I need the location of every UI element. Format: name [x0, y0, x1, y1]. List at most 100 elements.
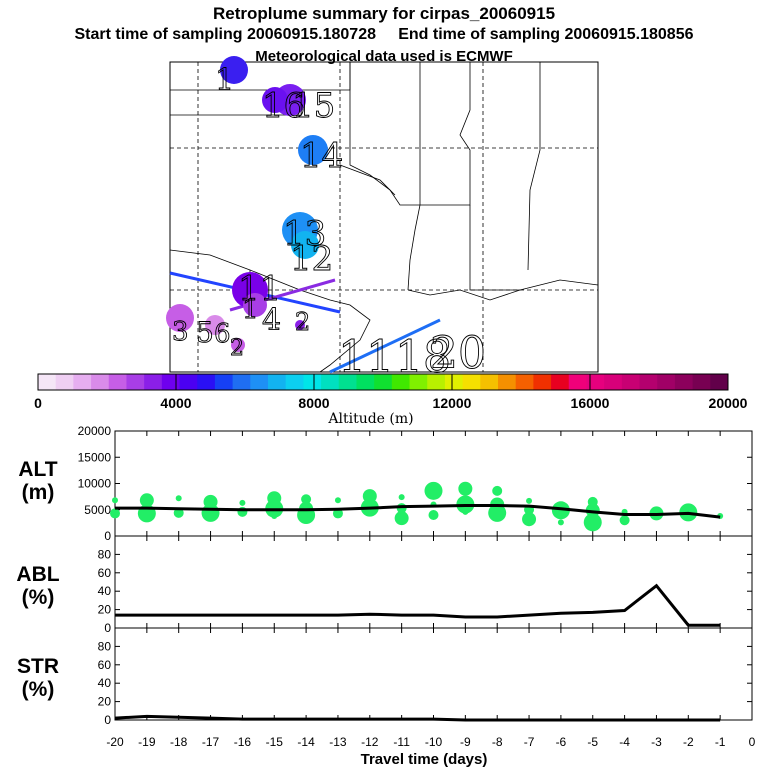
colorbar-cell-1 [55, 374, 74, 390]
plume-day-label: 15 [292, 86, 335, 126]
met-data-label: Meteorological data used is ECMWF [255, 48, 513, 65]
alt-scatter-point [522, 512, 537, 527]
colorbar-cell-9 [197, 374, 216, 390]
colorbar-cell-3 [91, 374, 110, 390]
plume-dot-3 [298, 135, 328, 165]
x-tick-label: -5 [587, 735, 598, 749]
alt-scatter-point [557, 519, 564, 526]
colorbar-cell-38 [710, 374, 729, 390]
state-borders [169, 62, 599, 373]
plume-positions [166, 56, 328, 352]
y-tick-label: 10000 [78, 477, 112, 491]
colorbar-cell-13 [268, 374, 287, 390]
plume-day-label: 2 [295, 308, 310, 336]
colorbar-tick-label: 4000 [160, 395, 191, 411]
plume-dot-9 [205, 315, 225, 335]
colorbar-cell-23 [444, 374, 464, 390]
y-tick-label: 5000 [84, 503, 111, 517]
x-tick-label: -3 [651, 735, 662, 749]
alt-scatter-point [583, 513, 602, 532]
colorbar-cell-36 [674, 374, 694, 390]
y-tick-label: 15000 [78, 450, 112, 464]
chart-title: Retroplume summary for cirpas_20060915 [212, 4, 556, 23]
plume-day-label: 3 [172, 317, 189, 347]
plume-day-label: 11 [238, 269, 281, 309]
y-tick-label: 0 [104, 713, 111, 727]
x-tick-label: -6 [556, 735, 567, 749]
alt-scatter-point [398, 494, 405, 501]
colorbar-cells [38, 374, 729, 390]
plume-dot-8 [166, 304, 194, 332]
y-tick-label: 20 [98, 603, 112, 617]
plume-dot-2 [262, 87, 288, 113]
x-tick-label: -11 [393, 735, 410, 749]
y-tick-label: 60 [98, 566, 112, 580]
alt-scatter-point [110, 508, 120, 519]
colorbar-cell-18 [356, 374, 375, 390]
alt-scatter-point [462, 508, 469, 515]
alt-scatter-point [271, 513, 278, 520]
y-tick-label: 80 [98, 639, 112, 653]
alt-scatter-point [526, 497, 533, 504]
altitude-colorbar: 0 4000 8000 12000 16000 20000 Altitude (m) [34, 373, 748, 427]
alt-scatter-point [173, 507, 184, 518]
colorbar-tick-label: 12000 [433, 395, 472, 411]
colorbar-cell-24 [462, 374, 481, 390]
alt-scatter-point [458, 481, 473, 496]
x-tick-label: -14 [297, 735, 315, 749]
colorbar-cell-29 [551, 374, 570, 390]
start-time-label: Start time of sampling 20060915.180728 [74, 26, 377, 43]
sampling-times: Start time of sampling 20060915.180728 E… [0, 26, 768, 44]
plume-day-label: 6 [214, 319, 231, 349]
colorbar-cell-25 [480, 374, 499, 390]
colorbar-cell-31 [586, 374, 605, 390]
y-tick-label: 20000 [78, 424, 112, 438]
colorbar-cell-34 [639, 374, 658, 390]
colorbar-cell-16 [321, 374, 340, 390]
alt-scatter-point [585, 503, 600, 518]
y-tick-label: 0 [104, 621, 111, 635]
panel-alt: ALT(m) 0 5000 10000 15000 20000 [18, 424, 753, 543]
colorbar-cell-28 [533, 374, 552, 390]
x-tick-label: -16 [234, 735, 252, 749]
plume-dot-7 [243, 293, 267, 317]
alt-scatter-point [488, 503, 507, 522]
alt-scatter-point [201, 503, 220, 522]
x-tick-label: -7 [524, 735, 535, 749]
x-tick-label: 0 [749, 735, 756, 749]
series-line-alt [115, 504, 721, 519]
plume-dot-11 [295, 320, 305, 330]
colorbar-tick-label: 0 [34, 395, 42, 411]
plume-day-label: 16 [262, 86, 305, 126]
x-tick-label: -20 [106, 735, 124, 749]
panel-yunit: (%) [22, 678, 55, 701]
x-tick-label: -2 [683, 735, 694, 749]
x-tick-label: -4 [619, 735, 630, 749]
alt-scatter-point [139, 493, 154, 508]
y-tick-label: 0 [104, 529, 111, 543]
colorbar-cell-21 [409, 374, 428, 390]
x-tick-label: -12 [361, 735, 379, 749]
x-tick-label: -19 [138, 735, 156, 749]
plume-day-label: 12 [290, 239, 333, 279]
series-line-abl [115, 583, 721, 627]
alt-scatter-point [428, 510, 439, 520]
time-series-panels: ALT(m)05000100001500020000ABL(%)02040608… [16, 424, 755, 749]
panel-yunit: (%) [22, 586, 55, 609]
colorbar-cell-17 [338, 374, 357, 390]
plume-day-label: 20 [430, 328, 486, 379]
y-tick-label: 40 [98, 584, 112, 598]
colorbar-cell-27 [515, 374, 534, 390]
panel-ylabel: ABL [16, 563, 59, 586]
colorbar-title: Altitude (m) [327, 411, 413, 427]
plume-day-label: 2 [230, 336, 244, 361]
alt-scatter-point [301, 494, 312, 505]
x-tick-label: -8 [492, 735, 503, 749]
colorbar-ticks: 0 4000 8000 12000 16000 20000 [34, 374, 748, 411]
colorbar-cell-30 [568, 374, 587, 390]
alt-scatter-point [424, 481, 443, 500]
x-tick-label: -13 [329, 735, 347, 749]
alt-scatter-point [175, 495, 182, 502]
